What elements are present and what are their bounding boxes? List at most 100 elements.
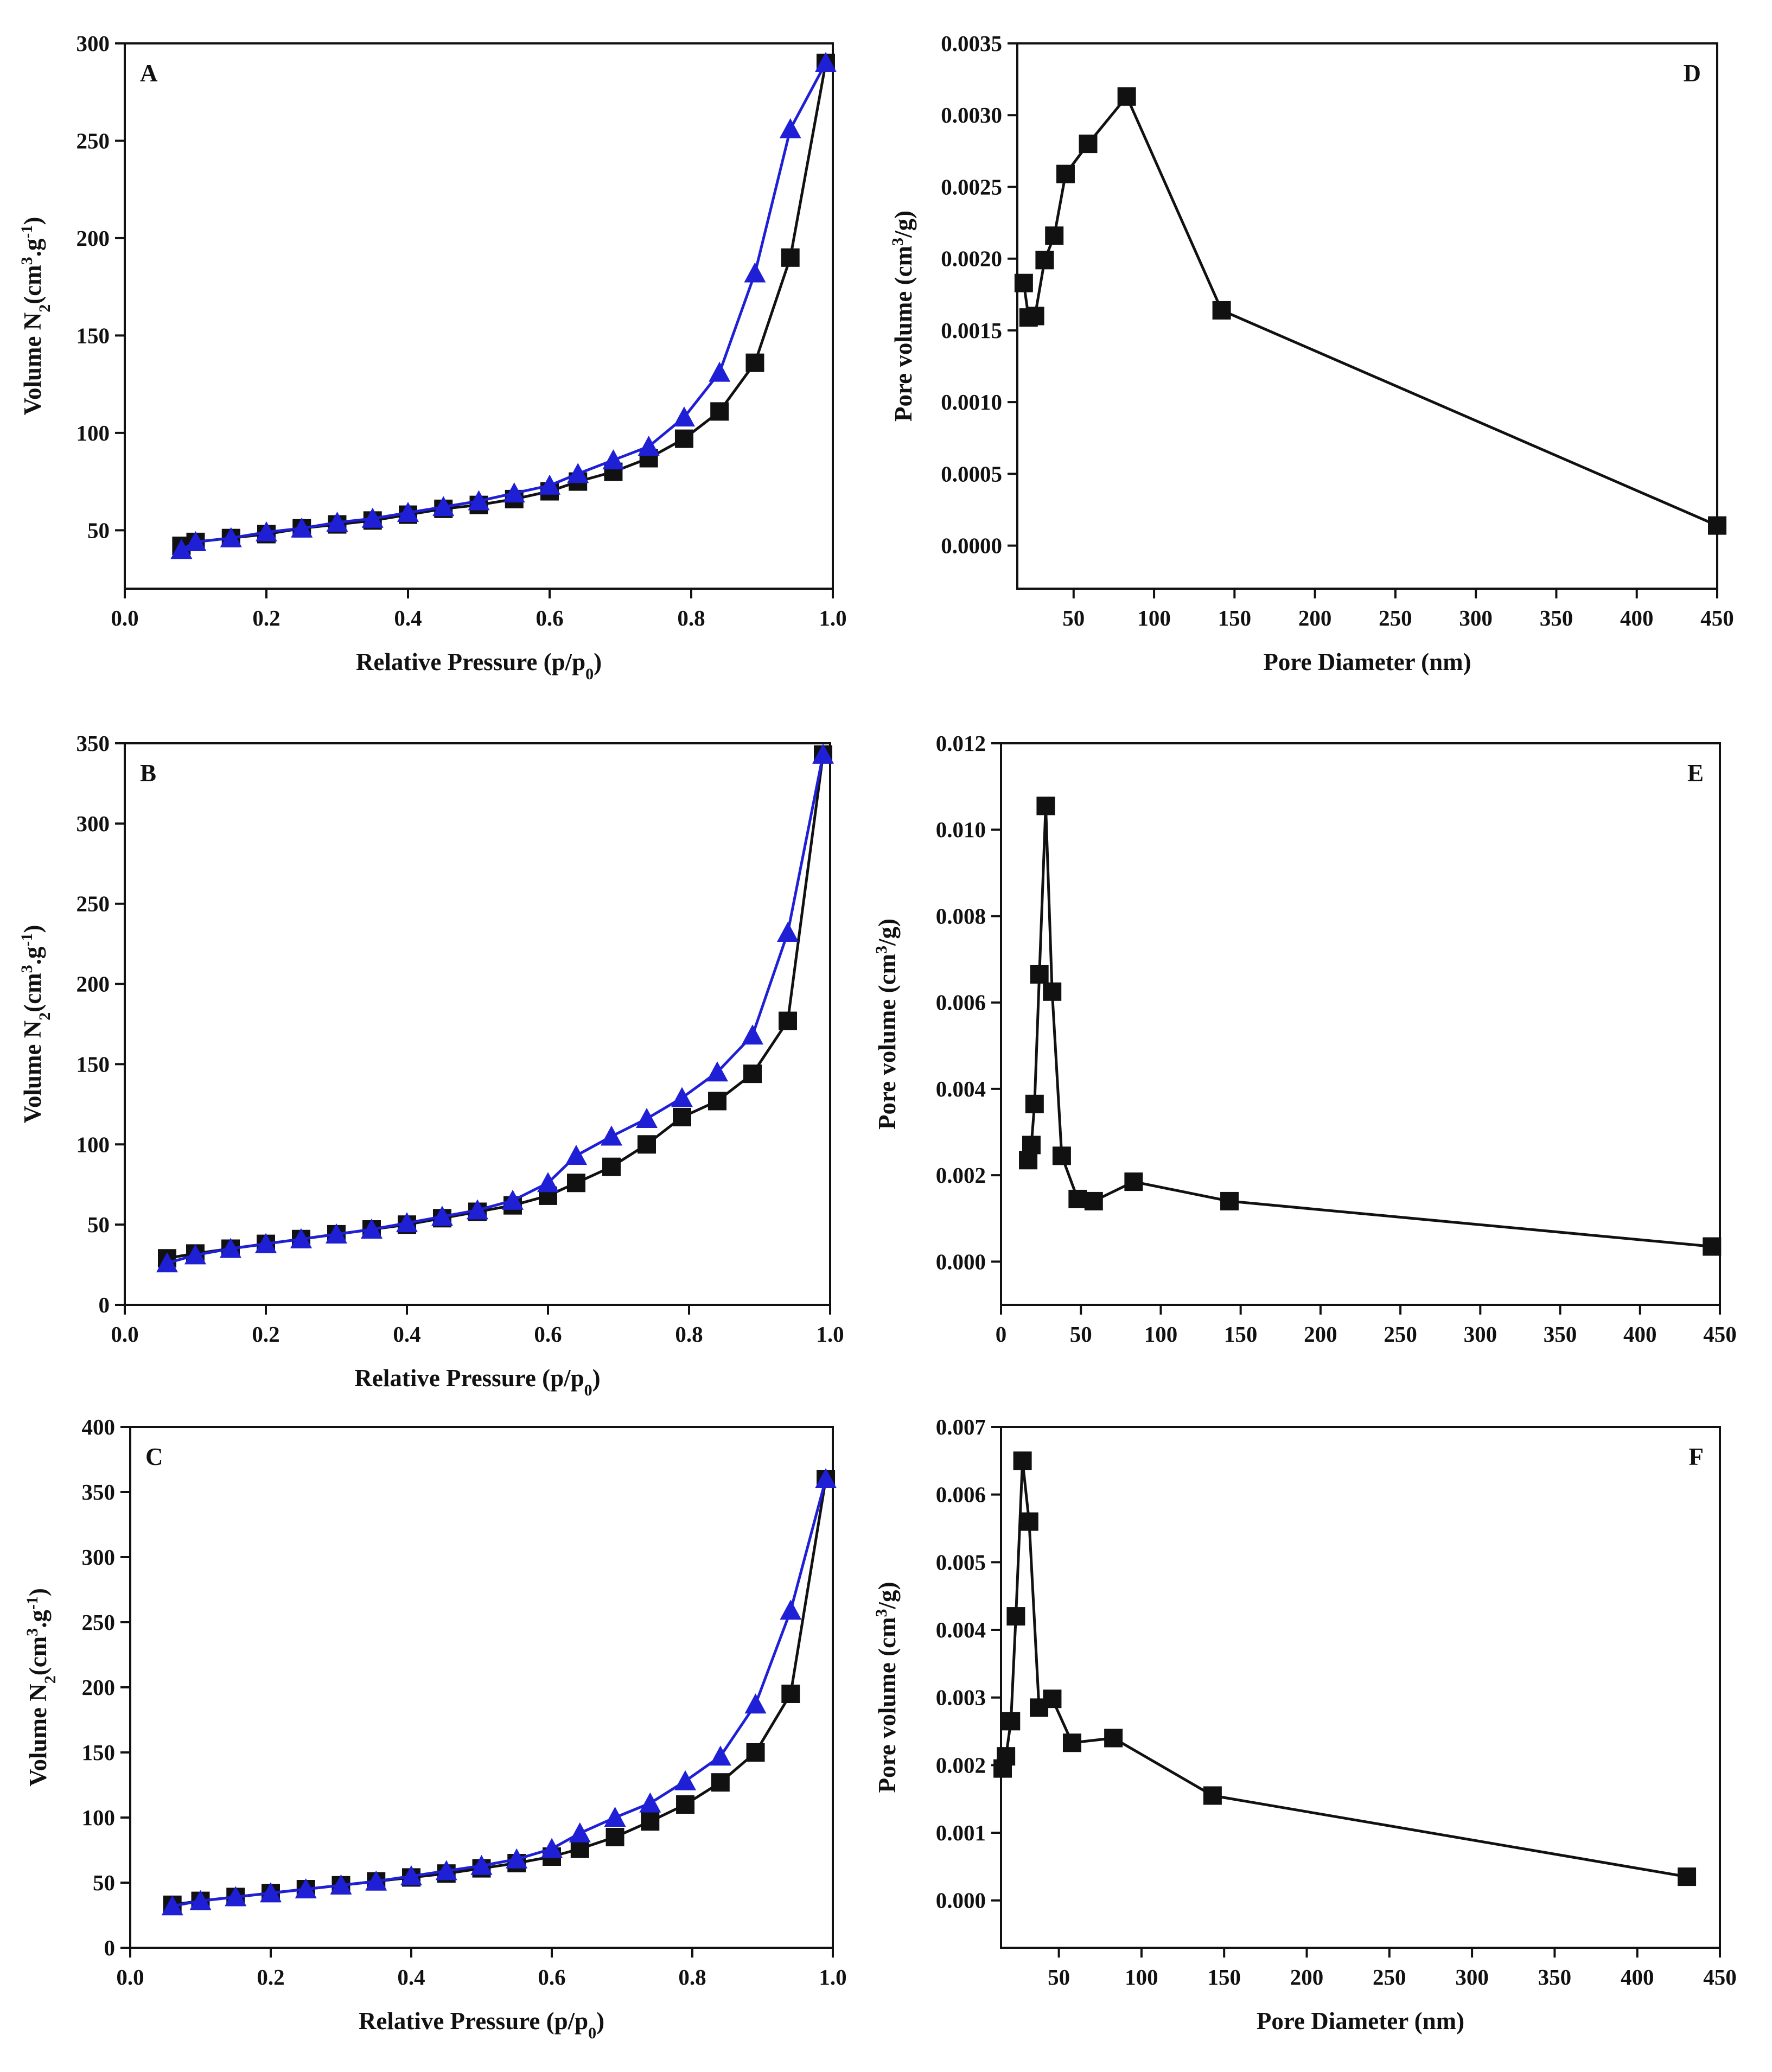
data-point-triangle: [744, 1693, 767, 1714]
data-point-triangle: [225, 1886, 247, 1907]
data-point-triangle: [470, 1854, 493, 1875]
data-point-square: [1708, 516, 1726, 535]
series-line: [181, 62, 827, 547]
plot-frame: [1000, 742, 1721, 1306]
data-point-triangle: [537, 1172, 559, 1193]
data-point-triangle: [777, 921, 799, 942]
data-point-square: [1079, 135, 1098, 154]
data-point-triangle: [468, 490, 490, 511]
y-tick-label: 200: [77, 972, 110, 997]
x-tick-label: 50: [1048, 1965, 1070, 1990]
series-desorption: [161, 1468, 837, 1916]
y-tick-label: 0.004: [936, 1617, 986, 1642]
y-tick-label: 0.0035: [941, 31, 1002, 56]
data-point-triangle: [506, 1848, 528, 1869]
data-point-square: [605, 1828, 624, 1846]
data-point-triangle: [742, 1024, 763, 1045]
x-tick-label: 0.2: [252, 605, 280, 630]
panel-label: B: [140, 760, 156, 787]
y-tick-label: 0.0000: [941, 533, 1002, 558]
data-point-square: [641, 1812, 660, 1831]
y-tick-label: 0.007: [936, 1414, 986, 1439]
data-point-triangle: [361, 507, 384, 528]
data-point-square: [1025, 1094, 1044, 1113]
y-tick-label: 0.006: [936, 1482, 986, 1507]
data-point-triangle: [814, 52, 837, 72]
data-point-triangle: [161, 1895, 183, 1916]
y-tick-label: 0.0005: [941, 461, 1002, 486]
y-tick-label: 250: [77, 891, 110, 916]
x-tick-label: 150: [1224, 1322, 1258, 1347]
x-tick-label: 450: [1703, 1322, 1737, 1347]
x-tick-label: 200: [1290, 1965, 1324, 1990]
chart-panel-D: 50 100 150 200 250 300 350 400 450 0.0000 0.0005 0.…: [889, 31, 1734, 675]
data-point-triangle: [567, 463, 589, 483]
y-tick-label: 50: [87, 1212, 110, 1237]
data-point-triangle: [156, 1252, 178, 1273]
y-tick-label: 300: [77, 811, 110, 836]
series-adsorption: [163, 1470, 836, 1914]
y-tick-label: 0.012: [936, 731, 986, 756]
data-point-triangle: [184, 1244, 206, 1265]
x-tick-label: 50: [1062, 605, 1085, 630]
x-tick-label: 350: [1544, 1322, 1577, 1347]
y-tick-label: 0: [104, 1935, 116, 1960]
data-point-triangle: [602, 449, 624, 470]
data-point-square: [781, 1685, 800, 1703]
data-point-square: [1062, 1733, 1081, 1752]
y-tick-label: 300: [82, 1545, 116, 1570]
data-point-triangle: [636, 1107, 658, 1128]
plot-frame: [1000, 1426, 1721, 1949]
y-tick-label: 0.004: [936, 1076, 986, 1101]
data-point-square: [1043, 1690, 1062, 1708]
y-axis-title: Pore volume (cm3/g): [872, 919, 901, 1130]
x-tick-label: 450: [1703, 1965, 1737, 1990]
series-line: [167, 754, 825, 1265]
data-point-square: [1043, 982, 1062, 1001]
y-tick-label: 150: [77, 323, 110, 348]
series-line: [172, 1478, 827, 1907]
data-point-triangle: [432, 496, 455, 517]
plot-frame: [124, 742, 831, 1306]
data-point-triangle: [361, 1219, 383, 1239]
data-point-square: [1212, 301, 1231, 320]
data-point-triangle: [260, 1882, 282, 1903]
data-point-square: [711, 1773, 730, 1792]
data-point-square: [1045, 226, 1064, 245]
x-tick-label: 0.4: [394, 605, 422, 630]
data-point-square: [1678, 1867, 1697, 1886]
data-point-square: [743, 1064, 762, 1083]
data-point-square: [1019, 1512, 1038, 1531]
data-point-triangle: [295, 1878, 317, 1898]
x-tick-label: 1.0: [816, 1322, 844, 1347]
x-tick-label: 0.8: [677, 605, 705, 630]
series-adsorption: [172, 53, 835, 556]
y-axis-title: Pore volume (cm3/g): [889, 211, 917, 422]
x-axis-title: Pore Diameter (nm): [1257, 2007, 1464, 2035]
data-point-triangle: [779, 118, 801, 138]
x-tick-label: 450: [1700, 605, 1734, 630]
data-point-square: [1030, 965, 1049, 984]
data-point-square: [1203, 1786, 1222, 1805]
data-point-square: [602, 1157, 621, 1176]
x-tick-label: 0.4: [397, 1965, 425, 1990]
data-point-triangle: [744, 262, 766, 283]
data-point-triangle: [639, 1792, 661, 1813]
x-tick-label: 50: [1070, 1322, 1092, 1347]
x-tick-label: 0.2: [252, 1322, 279, 1347]
y-tick-label: 0.0015: [941, 318, 1002, 343]
series-pore-volume: [1019, 796, 1722, 1256]
x-tick-label: 0.6: [536, 605, 563, 630]
data-point-triangle: [812, 743, 834, 764]
data-point-triangle: [184, 531, 207, 551]
data-point-square: [570, 1839, 589, 1858]
data-point-triangle: [435, 1860, 457, 1880]
y-tick-label: 100: [77, 1132, 110, 1157]
data-point-square: [710, 402, 729, 421]
panel-label: D: [1684, 60, 1701, 87]
x-tick-label: 350: [1540, 605, 1573, 630]
data-point-triangle: [671, 1087, 693, 1107]
x-axis-title: Pore Diameter (nm): [1263, 648, 1471, 675]
data-point-triangle: [539, 474, 560, 495]
